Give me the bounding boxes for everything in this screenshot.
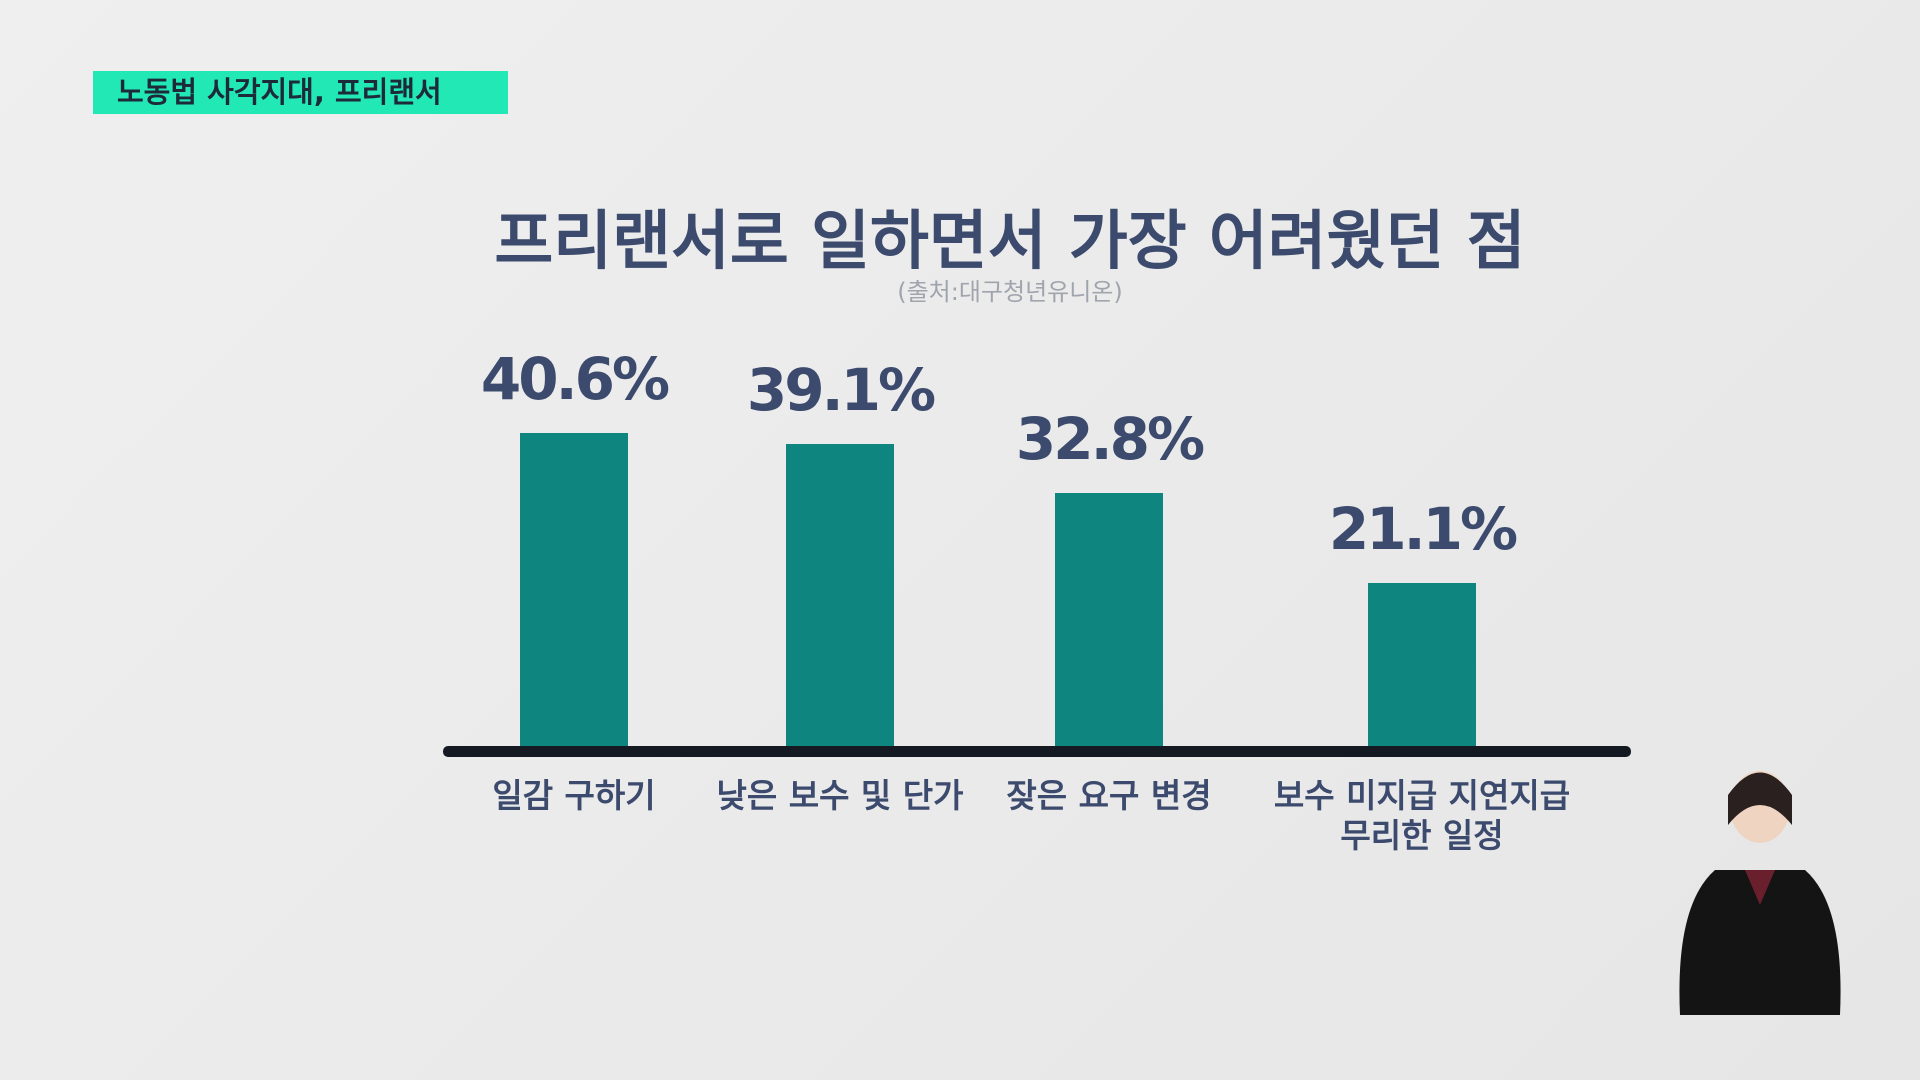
bar	[786, 444, 894, 746]
bar	[1368, 583, 1476, 746]
baseline	[443, 746, 1631, 757]
bar	[1055, 492, 1163, 746]
category-label: 잦은 요구 변경	[1006, 776, 1212, 815]
category-label: 보수 미지급 지연지급 무리한 일정	[1273, 776, 1571, 855]
value-label: 39.1%	[746, 356, 936, 425]
value-label: 32.8%	[1015, 404, 1205, 473]
value-label: 21.1%	[1328, 495, 1518, 564]
category-label: 낮은 보수 및 단가	[716, 776, 964, 815]
chart-subtitle: (출처:대구청년유니온)	[897, 278, 1123, 306]
chart-title: 프리랜서로 일하면서 가장 어려웠던 점	[494, 205, 1526, 279]
topic-tag: 노동법 사각지대, 프리랜서	[93, 71, 508, 114]
bar	[520, 432, 628, 746]
category-label: 일감 구하기	[492, 776, 656, 815]
sign-interpreter	[1679, 771, 1841, 1015]
value-label: 40.6%	[480, 344, 670, 413]
